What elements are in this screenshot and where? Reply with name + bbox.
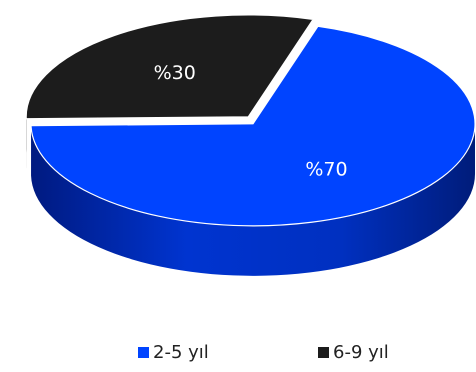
legend-swatch-6-9-yil — [318, 347, 329, 358]
legend-item-2-5-yil: 2-5 yıl — [138, 342, 209, 363]
data-label-6-9-y-l: %30 — [154, 62, 196, 84]
data-label-2-5-y-l: %70 — [305, 159, 347, 181]
legend-swatch-2-5-yil — [138, 347, 149, 358]
pie-slice-6-9-y-l — [25, 14, 314, 120]
pie-slice-2-5-y-l — [30, 25, 476, 227]
pie-labels-group: %70 %30 — [154, 62, 348, 181]
pie-side-group — [26, 116, 476, 276]
legend-label-2-5-yil: 2-5 yıl — [153, 342, 209, 363]
legend-item-6-9-yil: 6-9 yıl — [318, 342, 389, 363]
legend-label-6-9-yil: 6-9 yıl — [333, 342, 389, 363]
pie-top-group — [25, 14, 476, 227]
legend: 2-5 yıl 6-9 yıl — [0, 342, 476, 366]
pie-side-2-5-y-l — [31, 123, 476, 276]
